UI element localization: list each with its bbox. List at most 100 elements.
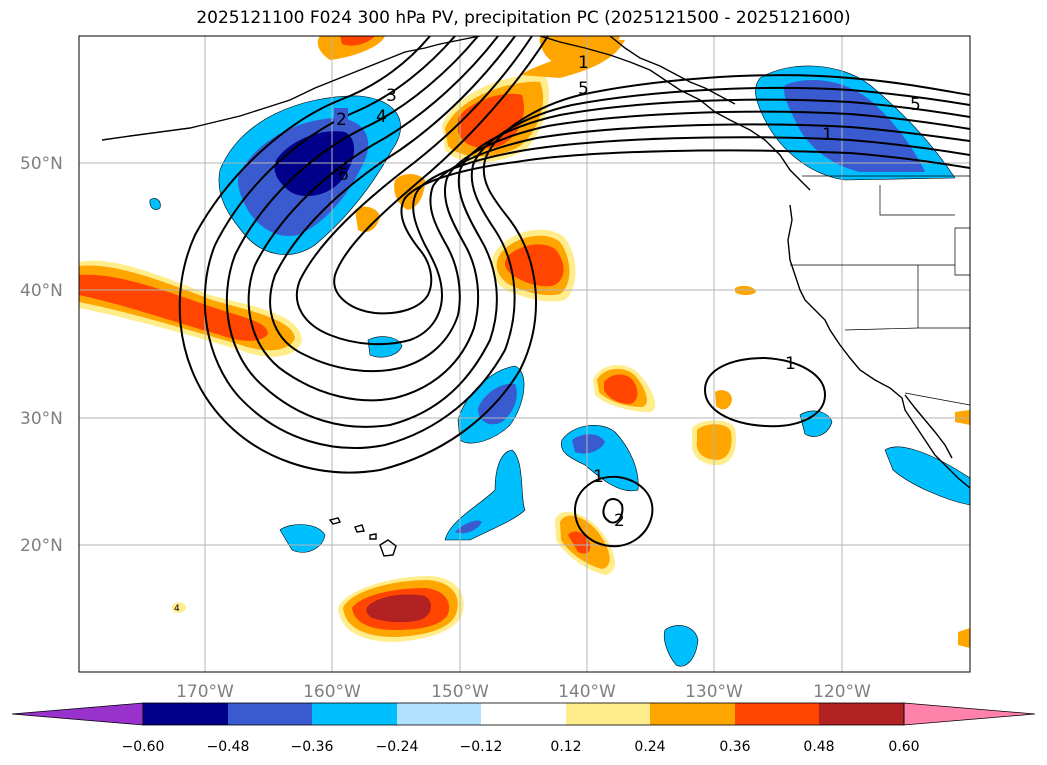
contour-label: 1 (785, 354, 796, 374)
contour-label: 3 (386, 86, 397, 106)
lat-label: 40°N (20, 281, 63, 301)
baja-coastline (904, 394, 953, 459)
colorbar-segment (228, 703, 312, 725)
lat-label: 30°N (20, 409, 63, 429)
chart-title: 2025121100 F024 300 hPa PV, precipitatio… (196, 8, 851, 28)
map-content: 2 3 4 6 1 5 5 1 1 1 2 4 (79, 36, 970, 672)
colorbar-tick-label: −0.48 (207, 739, 250, 755)
pv-contour-labels: 2 3 4 6 1 5 5 1 1 1 2 4 (174, 53, 921, 614)
precip-negative-area (367, 336, 403, 358)
colorbar-segment (819, 703, 904, 725)
pv-contours (178, 36, 970, 548)
colorbar-outline (142, 702, 905, 726)
pv-contour-1 (269, 36, 970, 373)
precip-positive-area (340, 36, 375, 46)
colorbar-tick-label: 0.60 (888, 739, 919, 755)
lon-label: 150°W (431, 682, 489, 702)
lon-axis-labels: 170°W 160°W 150°W 140°W 130°W 120°W (176, 682, 871, 702)
precip-negative-area (149, 198, 161, 210)
colorbar-segment (735, 703, 819, 725)
colorbar-extend-left (11, 702, 144, 726)
alaska-coastline (609, 36, 736, 105)
precip-positive-area (958, 628, 970, 648)
lon-label: 120°W (813, 682, 871, 702)
contour-label: 2 (336, 110, 347, 130)
hawaii-island (328, 517, 342, 525)
precip-positive-area (79, 274, 268, 341)
precip-negative-area (884, 446, 970, 506)
lon-label: 130°W (685, 682, 743, 702)
pv-contour-1 (225, 36, 970, 428)
colorbar-tick-label: −0.12 (460, 739, 503, 755)
colorbar-segment (143, 703, 228, 725)
precip-negative-area (455, 520, 482, 534)
contour-label: 5 (578, 79, 589, 99)
precip-negative-area (478, 383, 517, 425)
pv-contour-1 (203, 36, 970, 449)
precip-positive-area (715, 390, 732, 410)
hawaii-island (379, 539, 397, 557)
precip-negative-area (784, 80, 925, 172)
state-border (844, 327, 919, 331)
contour-label: 2 (614, 511, 625, 531)
colorbar-tick-label: −0.24 (376, 739, 419, 755)
colorbar-segment (566, 703, 650, 725)
precip-negative-area (444, 449, 526, 541)
precip-negative-area (799, 410, 833, 437)
coastlines (101, 36, 970, 557)
pv-contour-1 (295, 36, 970, 346)
hawaii-island (354, 524, 365, 533)
lon-label: 160°W (303, 682, 361, 702)
alaska-coastline (101, 36, 481, 141)
contour-label: 1 (593, 467, 604, 487)
colorbar: −0.60 −0.48 −0.36 −0.24 −0.12 0.12 0.24 … (11, 702, 1036, 755)
political-borders (790, 175, 970, 406)
pv-contour-2-closed (573, 475, 654, 548)
pv-contour-1 (178, 36, 970, 474)
pv-contour-2-closed (602, 498, 624, 524)
alaska-coastline (539, 36, 811, 191)
pv-contour-1 (333, 36, 970, 315)
lon-label: 140°W (558, 682, 616, 702)
colorbar-extend-right (903, 702, 1036, 726)
contour-label: 1 (578, 53, 589, 73)
colorbar-ticks: −0.60 −0.48 −0.36 −0.24 −0.12 0.12 0.24 … (122, 739, 920, 755)
state-border (879, 185, 955, 216)
precip-positive-area (366, 594, 432, 623)
us-west-coastline (787, 204, 970, 489)
precip-positive-area (568, 531, 591, 554)
lon-label: 170°W (176, 682, 234, 702)
colorbar-tick-label: 0.36 (719, 739, 750, 755)
contour-label: 4 (174, 604, 180, 614)
contour-label: 4 (376, 107, 387, 127)
precip-negative-area (663, 625, 699, 667)
contour-label: 6 (338, 165, 349, 185)
precip-positive-area (539, 36, 620, 66)
contour-label: 5 (910, 95, 921, 115)
precip-positive-area (172, 602, 186, 613)
precip-positive-area (504, 244, 564, 287)
colorbar-segment (397, 703, 481, 725)
contour-label: 1 (822, 125, 833, 145)
pv-contour-1 (247, 36, 970, 402)
precip-positive-area (317, 36, 385, 60)
colorbar-segment (481, 703, 566, 725)
colorbar-segment (312, 703, 397, 725)
hawaii-island (369, 533, 377, 540)
state-border (954, 227, 970, 276)
colorbar-segment (650, 703, 735, 725)
precip-shading (79, 36, 970, 667)
colorbar-tick-label: 0.24 (634, 739, 665, 755)
colorbar-tick-label: −0.36 (291, 739, 334, 755)
colorbar-tick-label: 0.12 (550, 739, 581, 755)
contour-label-bg (334, 108, 348, 128)
precip-negative-area (572, 434, 605, 454)
lat-label: 20°N (20, 536, 63, 556)
lat-axis-labels: 50°N 40°N 30°N 20°N (20, 154, 63, 556)
pv-contour-1-closed (703, 356, 827, 428)
us-mexico-border (904, 392, 970, 406)
precip-positive-area (355, 206, 380, 233)
map-frame (78, 35, 971, 673)
precip-positive-area (604, 374, 638, 404)
colorbar-tick-label: −0.60 (122, 739, 165, 755)
